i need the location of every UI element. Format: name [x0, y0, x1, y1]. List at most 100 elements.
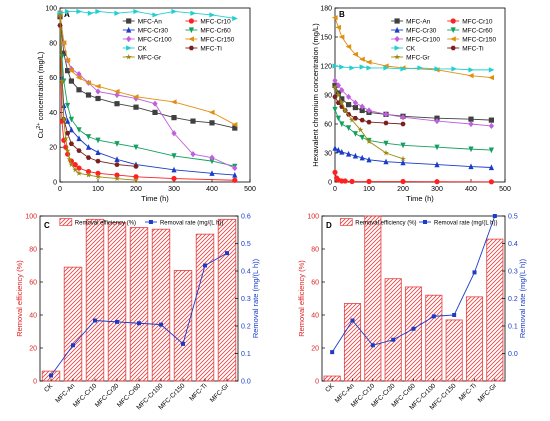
data-point: [365, 59, 372, 65]
data-point: [64, 57, 71, 63]
x-tick-label: 0: [333, 186, 337, 193]
series-mfc-cr30: [332, 145, 494, 171]
data-point: [60, 116, 67, 122]
y2-tick-label: 0.4: [241, 269, 251, 276]
legend: Removal efficiency (%) Removal rate (mg/(…: [339, 218, 497, 227]
y2-tick-label: 0.2: [241, 324, 251, 331]
data-point: [330, 350, 335, 355]
data-point: [85, 144, 92, 150]
series-line: [334, 172, 492, 183]
data-point: [171, 153, 177, 159]
bar: [217, 218, 237, 382]
data-point: [434, 118, 440, 125]
y-tick-label: 60: [29, 280, 37, 287]
data-point: [85, 171, 92, 178]
x-tick-label: MFC-An: [54, 382, 76, 404]
series-line: [334, 85, 492, 121]
data-point: [76, 165, 82, 171]
data-point: [359, 134, 365, 141]
data-point: [95, 95, 101, 102]
data-point: [394, 53, 401, 60]
data-point: [62, 135, 69, 142]
data-point: [190, 151, 196, 158]
y2-tick-label: 0.5: [508, 214, 518, 221]
data-point: [335, 91, 342, 98]
data-point: [171, 175, 177, 182]
data-point: [152, 12, 159, 18]
data-point: [68, 68, 74, 74]
data-point: [472, 270, 477, 275]
data-point: [66, 156, 73, 162]
y-tick-label: 40: [49, 110, 57, 117]
data-point: [352, 131, 358, 137]
series-ck: [332, 63, 495, 73]
y2-tick-label: 0.3: [241, 296, 251, 303]
data-point: [488, 75, 494, 81]
x-tick-label: CK: [43, 382, 55, 394]
data-point: [114, 101, 120, 107]
data-point: [65, 68, 71, 74]
data-point: [366, 65, 373, 71]
data-point: [232, 177, 238, 183]
legend: Removal efficiency (%) Removal rate (mg/(…: [59, 218, 223, 227]
data-point: [57, 11, 63, 18]
data-point: [488, 117, 494, 123]
data-point: [359, 64, 366, 70]
series-mfc-cr100: [332, 77, 494, 130]
data-point: [359, 107, 365, 114]
legend-marker: [422, 220, 427, 224]
y2-tick-label: 0.0: [508, 351, 518, 358]
legend-label: MFC-An: [138, 19, 163, 26]
data-point: [488, 122, 494, 130]
data-point: [209, 170, 215, 176]
bar: [343, 303, 362, 382]
data-point: [394, 45, 401, 51]
data-point: [400, 114, 406, 121]
legend-label: MFC-Cr30: [138, 28, 169, 35]
chart-panel-A: 0 100 200 300 400 500 0 20 40 60 80 100 Time (h) A Cu2…: [36, 6, 256, 204]
data-point: [95, 149, 101, 156]
x-axis-label: Time (h): [406, 194, 434, 203]
data-point: [95, 88, 101, 95]
legend-label: MFC-Cr150: [200, 37, 234, 44]
x-tick-label: 100: [363, 186, 375, 193]
series-line: [59, 11, 235, 19]
data-point: [417, 65, 424, 71]
data-point: [400, 121, 406, 127]
data-point: [133, 177, 139, 183]
data-point: [359, 56, 365, 62]
data-point: [400, 178, 406, 185]
data-point: [190, 10, 197, 16]
y-tick-label: 90: [324, 93, 332, 100]
data-point: [359, 154, 365, 161]
series-line: [59, 13, 236, 125]
x-tick-label: 100: [92, 186, 104, 193]
legend: MFC-An MFC-Cr10 MFC-Cr30 MFC-Cr60 MFC-Cr100 M…: [122, 18, 235, 62]
legend-label: Removal efficiency (%): [355, 221, 416, 227]
x-tick-label: 0: [58, 186, 62, 193]
bar: [151, 228, 171, 382]
bar: [445, 319, 463, 382]
data-point: [72, 162, 78, 168]
series-removal-rate: [330, 214, 497, 355]
data-point: [95, 158, 101, 164]
data-point: [359, 103, 365, 110]
data-point: [76, 148, 82, 153]
bar: [425, 294, 443, 382]
panel-letter: A: [64, 10, 70, 19]
y-tick-label: 0: [315, 379, 319, 386]
y-tick-label: 100: [45, 6, 57, 13]
data-point: [468, 116, 474, 122]
data-point: [87, 10, 94, 16]
data-point: [114, 141, 120, 147]
legend-label: MFC-Cr10: [200, 19, 231, 26]
data-point: [76, 71, 82, 78]
data-point: [349, 117, 355, 123]
data-point: [346, 102, 352, 108]
data-point: [383, 111, 389, 118]
data-point: [450, 18, 456, 24]
data-point: [332, 145, 338, 151]
data-point: [159, 322, 163, 327]
data-point: [450, 36, 456, 42]
data-point: [335, 24, 341, 30]
